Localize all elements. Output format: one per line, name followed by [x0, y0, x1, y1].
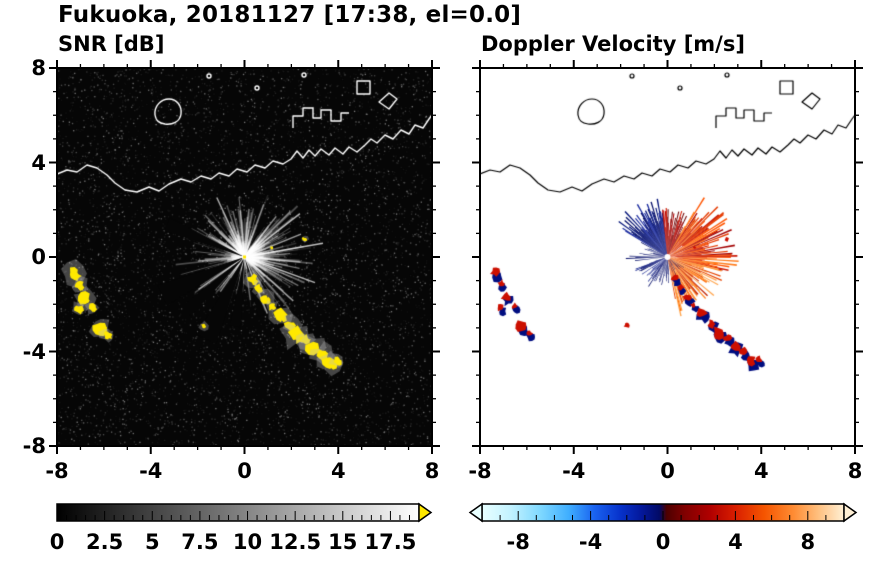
- x-tick-label: 4: [753, 459, 769, 483]
- y-tick-label: 8: [31, 56, 46, 80]
- x-tick-label: -8: [468, 459, 492, 483]
- colorbar-tick-label: -4: [578, 530, 603, 554]
- doppler-plot-canvas: [480, 68, 855, 446]
- colorbar-tick-label: 4: [728, 530, 743, 554]
- colorbar-tick-label: 0: [655, 530, 671, 554]
- x-tick-label: 0: [660, 459, 675, 483]
- colorbar-tick-label: 12.5: [269, 530, 322, 554]
- figure-title: Fukuoka, 20181127 [17:38, el=0.0]: [58, 2, 522, 28]
- colorbar-tick-label: -8: [506, 530, 530, 554]
- doppler-colorbar: [468, 502, 858, 523]
- x-tick-label: -4: [562, 459, 586, 483]
- colorbar-tick-label: 0: [49, 530, 65, 554]
- snr-colorbar: [56, 502, 433, 523]
- y-tick-label: 0: [31, 245, 46, 269]
- colorbar-tick-label: 5: [144, 530, 160, 554]
- snr-plot-canvas: [57, 68, 432, 446]
- y-tick-label: 4: [31, 150, 46, 175]
- panel-title-snr: SNR [dB]: [58, 32, 165, 56]
- colorbar-tick-label: 2.5: [86, 530, 124, 554]
- colorbar-tick-label: 10: [232, 530, 263, 554]
- x-tick-label: 8: [424, 459, 440, 483]
- x-tick-label: -4: [139, 459, 163, 483]
- y-tick-label: -8: [22, 434, 46, 458]
- x-tick-label: 8: [847, 459, 863, 483]
- colorbar-tick-label: 15: [328, 530, 358, 554]
- panel-title-doppler: Doppler Velocity [m/s]: [481, 32, 745, 56]
- colorbar-tick-label: 17.5: [364, 530, 417, 554]
- x-tick-label: 4: [330, 459, 346, 483]
- x-tick-label: -8: [45, 459, 69, 483]
- x-tick-label: 0: [237, 459, 252, 483]
- colorbar-tick-label: 8: [800, 530, 816, 554]
- y-tick-label: -4: [22, 339, 46, 364]
- colorbar-tick-label: 7.5: [181, 530, 219, 554]
